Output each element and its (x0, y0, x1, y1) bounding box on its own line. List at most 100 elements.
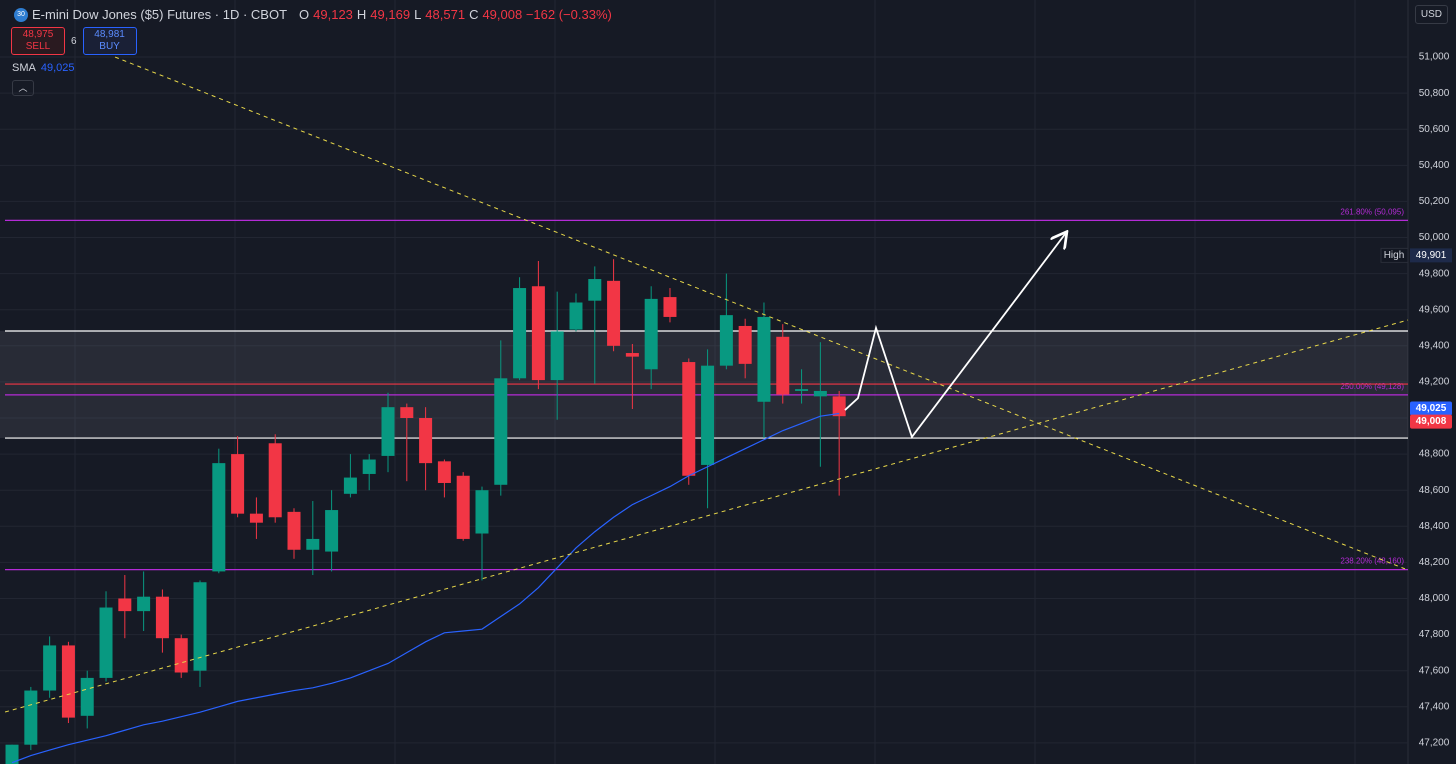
high-value-tag (1410, 248, 1452, 263)
high-value-label: 49,901 (1416, 250, 1447, 261)
symbol-badge: 30 (14, 7, 28, 22)
candle-body (513, 288, 527, 379)
y-tick-label: 51,000 (1419, 52, 1450, 63)
candle-body (343, 477, 357, 494)
ohlc-value: 49,169 (370, 7, 411, 22)
ohlc-key: L (414, 7, 422, 22)
candle-body (268, 443, 282, 518)
buy-price: 48,981 (94, 29, 125, 40)
candle-body (588, 279, 602, 301)
candle-body (531, 286, 545, 381)
candle-body (550, 331, 564, 381)
y-tick-label: 50,000 (1419, 232, 1450, 243)
candle-body (5, 744, 19, 764)
candle-body (569, 302, 583, 330)
candle-body (249, 513, 263, 523)
level-label: 238.20% (48,160) (1340, 557, 1404, 566)
candle-body (644, 298, 658, 370)
y-tick-label: 49,600 (1419, 304, 1450, 315)
price-tag-label: 49,008 (1416, 416, 1447, 427)
y-tick-label: 50,400 (1419, 160, 1450, 171)
y-tick-label: 49,200 (1419, 377, 1450, 388)
candle-body (625, 353, 639, 357)
sell-button[interactable]: 48,975 SELL (11, 27, 65, 55)
high-tag (1380, 247, 1409, 263)
candle-body (701, 365, 715, 465)
indicator-name: SMA (12, 62, 36, 74)
y-tick-label: 48,400 (1419, 521, 1450, 532)
candle-body (118, 598, 132, 612)
candle-body (494, 378, 508, 485)
y-tick-label: 47,200 (1419, 738, 1450, 749)
collapse-button[interactable]: ︿ (12, 80, 34, 96)
high-label: High (1384, 250, 1405, 261)
y-tick-label: 50,600 (1419, 124, 1450, 135)
y-tick-label: 49,400 (1419, 340, 1450, 351)
y-tick-label: 47,600 (1419, 665, 1450, 676)
spread: 6 (71, 35, 77, 47)
level-label: 261.80% (50,095) (1340, 207, 1404, 216)
candle-body (362, 459, 376, 474)
candle-body (738, 325, 752, 364)
candle-body (607, 280, 621, 346)
candle-body (61, 645, 75, 718)
y-tick-label: 48,200 (1419, 557, 1450, 568)
buy-label: BUY (99, 41, 120, 52)
chart-title: E-mini Dow Jones ($5) Futures · 1D · CBO… (32, 7, 288, 22)
y-tick-label: 50,800 (1419, 88, 1450, 99)
candle-body (832, 396, 846, 417)
indicator-legend: SMA 49,025 (12, 62, 75, 74)
candle-body (475, 490, 489, 534)
candle-body (325, 510, 339, 552)
candle-body (757, 316, 771, 402)
sell-price: 48,975 (22, 29, 54, 40)
candle-body (381, 407, 395, 456)
ohlc-key: C (469, 7, 479, 22)
ohlc-value: 49,008 −162 (−0.33%) (482, 7, 612, 22)
candle-body (795, 389, 809, 391)
ohlc-key: O (299, 7, 310, 22)
y-tick-label: 48,000 (1419, 593, 1450, 604)
candle-body (813, 390, 827, 397)
projection-path (844, 233, 1066, 439)
trendline (4, 319, 1409, 713)
header: 30 E-mini Dow Jones ($5) Futures · 1D · … (14, 7, 612, 22)
currency-button[interactable]: USD (1414, 5, 1448, 24)
candle-body (174, 638, 188, 673)
candle-body (456, 475, 470, 539)
candle-body (663, 297, 677, 317)
price-tag (1410, 401, 1452, 416)
ohlc-key: H (356, 7, 367, 22)
y-tick-label: 48,800 (1419, 449, 1450, 460)
candle-body (99, 607, 113, 678)
candle-body (212, 463, 226, 572)
price-tag (1410, 414, 1452, 429)
y-tick-label: 48,600 (1419, 485, 1450, 496)
candle-body (776, 336, 790, 395)
y-tick-label: 47,800 (1419, 629, 1450, 640)
candle-body (419, 418, 433, 464)
y-tick-label: 47,400 (1419, 701, 1450, 712)
candle-body (137, 596, 151, 612)
trade-panel: 48,975 SELL 6 48,981 BUY (11, 27, 137, 55)
trendline (114, 56, 1406, 570)
ohlc-value: 49,123 (313, 7, 353, 22)
candle-body (306, 538, 320, 550)
price-tag-label: 49,025 (1416, 403, 1447, 414)
candle-body (193, 582, 207, 671)
ohlc-value: 48,571 (425, 7, 466, 22)
candle-body (682, 362, 696, 476)
candle-body (287, 511, 301, 550)
candle-body (43, 645, 57, 691)
candle-body (155, 596, 169, 639)
candle-body (719, 315, 733, 366)
sell-label: SELL (25, 41, 51, 52)
sma-line (11, 412, 840, 764)
candle-body (231, 454, 245, 514)
buy-button[interactable]: 48,981 BUY (82, 27, 137, 55)
y-tick-label: 50,200 (1419, 196, 1450, 207)
candle-body (24, 690, 38, 745)
y-tick-label: 49,800 (1419, 268, 1450, 279)
